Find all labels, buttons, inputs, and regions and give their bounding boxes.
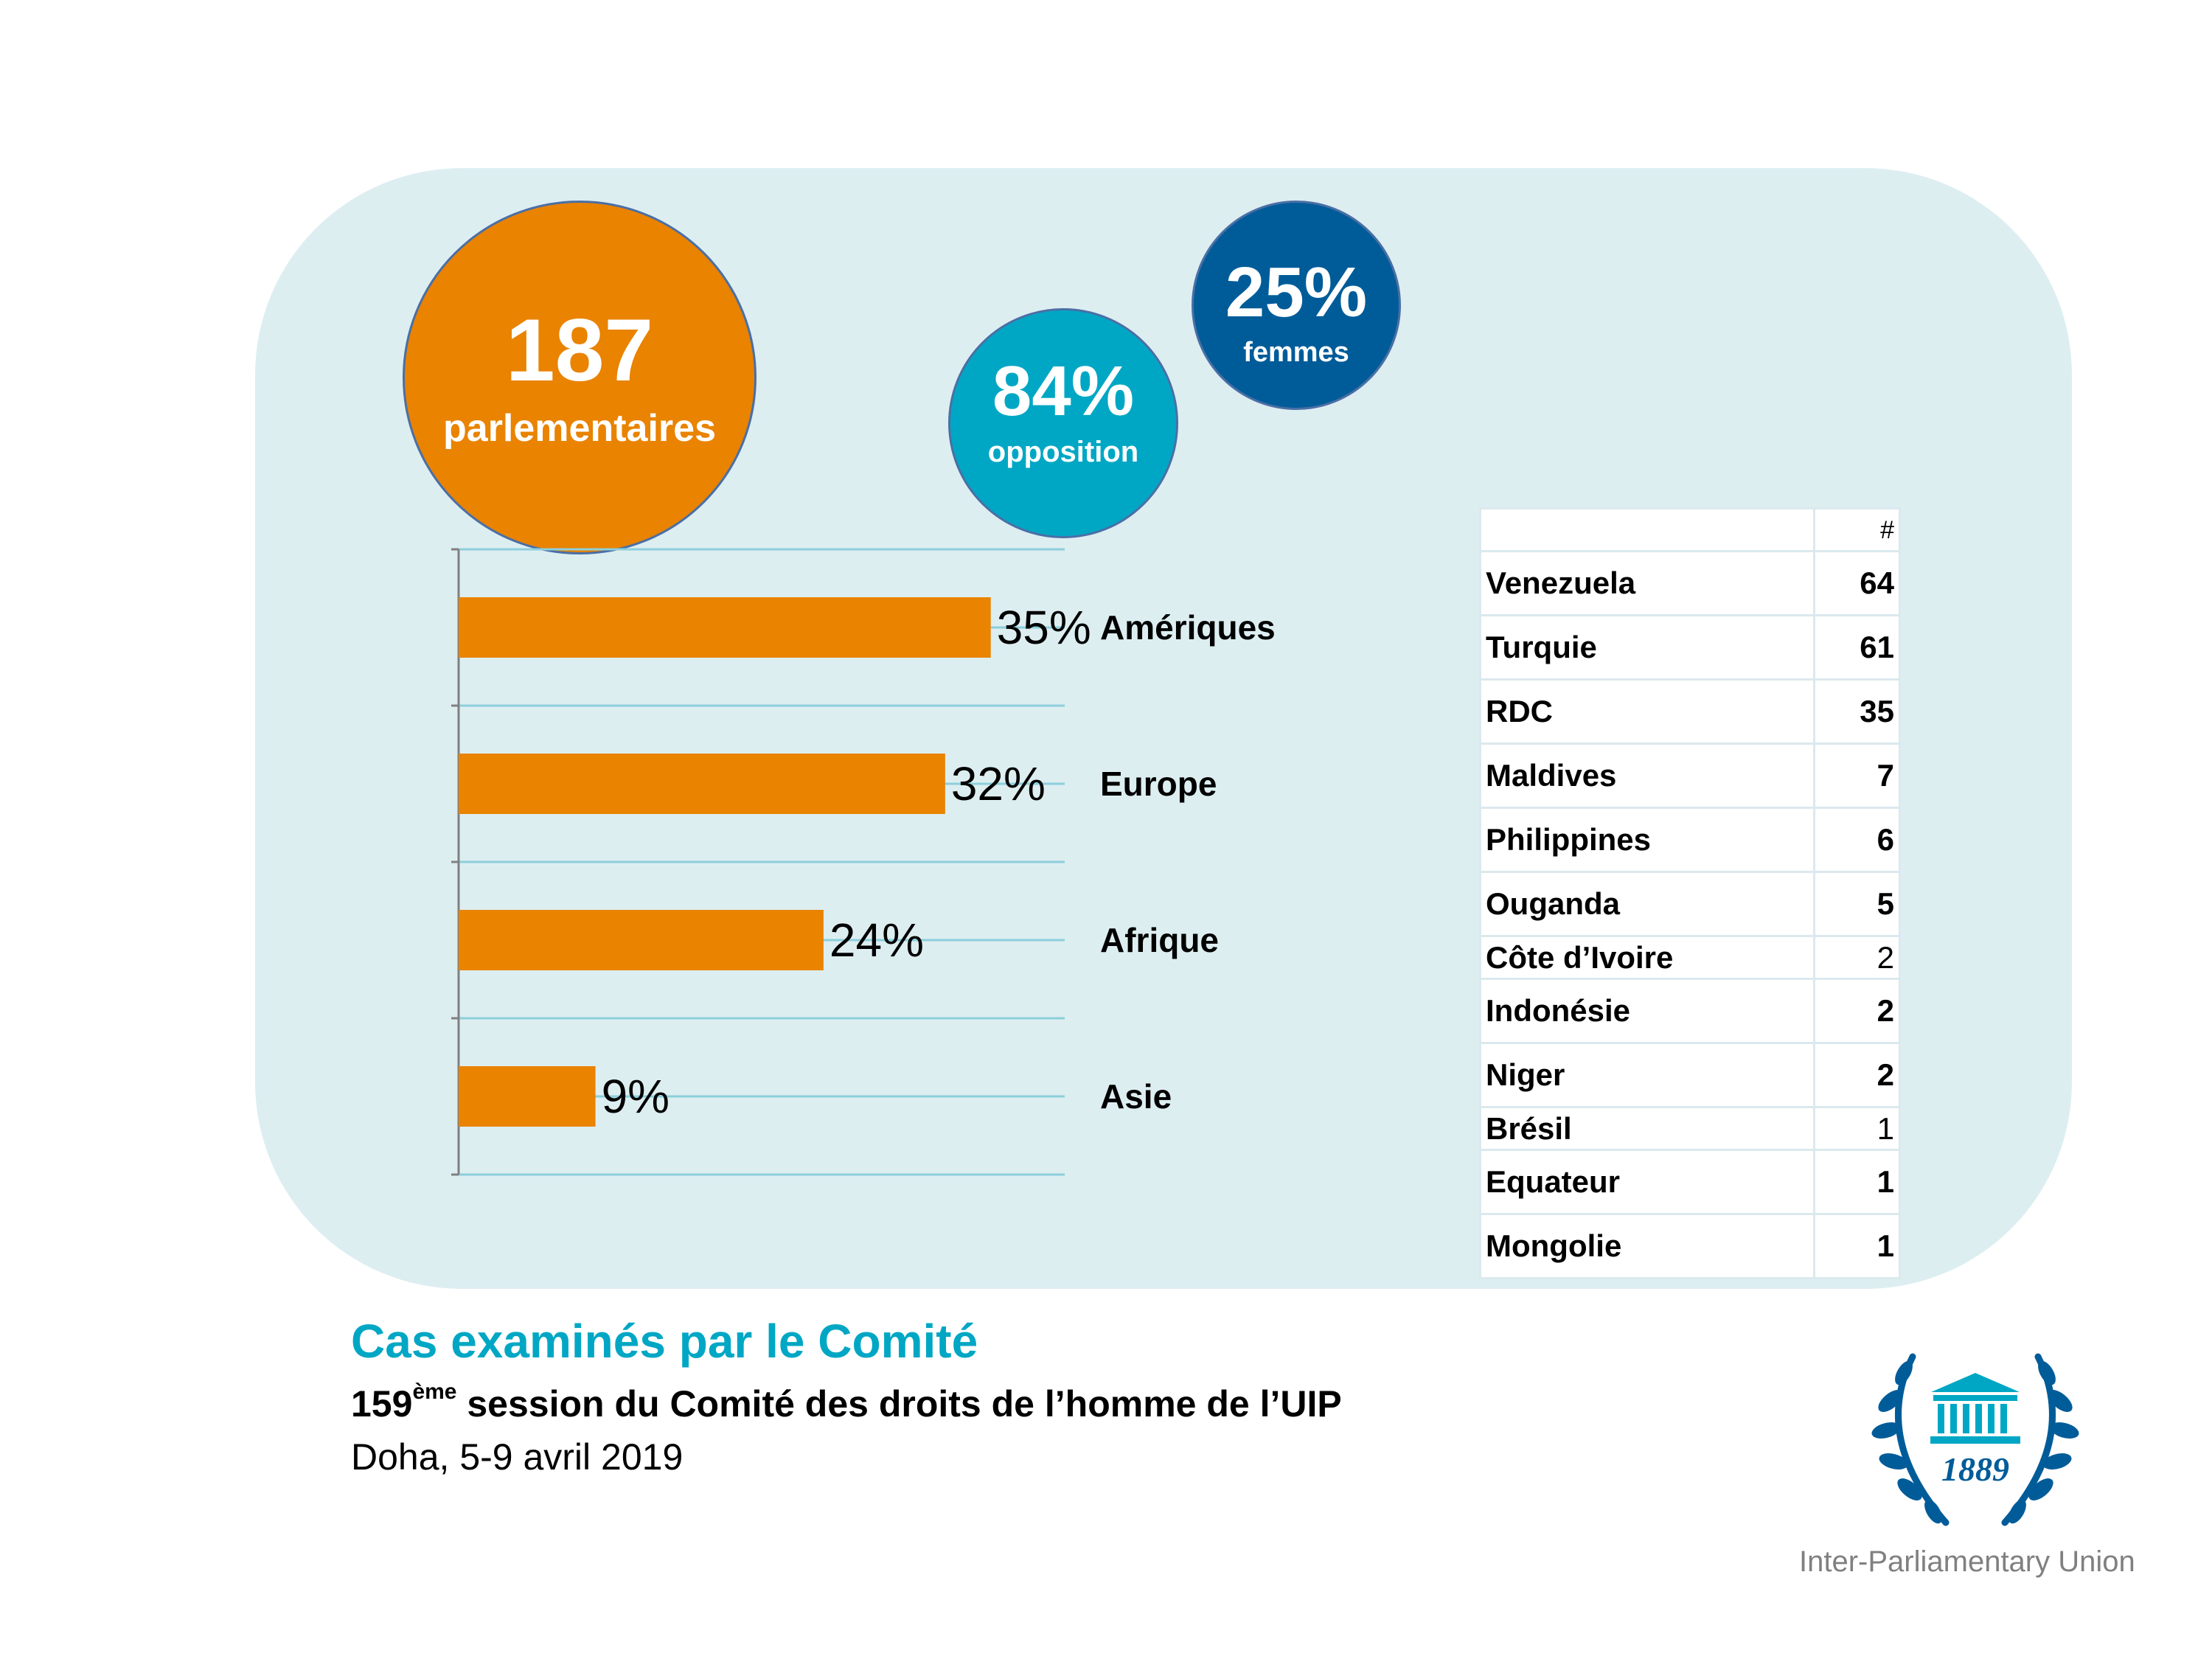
logo-year: 1889 bbox=[1941, 1450, 2009, 1488]
table-row: Indonésie 2 bbox=[1479, 978, 1901, 1044]
footer-title: Cas examinés par le Comité bbox=[351, 1315, 978, 1368]
table-row: Turquie 61 bbox=[1479, 614, 1901, 681]
country-name-cell: Venezuela bbox=[1479, 550, 1815, 616]
country-name-cell: Indonésie bbox=[1479, 978, 1815, 1044]
women-label: femmes bbox=[1243, 337, 1349, 368]
table-row: Equateur 1 bbox=[1479, 1149, 1901, 1215]
table-row: Philippines 6 bbox=[1479, 807, 1901, 873]
header-count-cell: # bbox=[1813, 507, 1901, 552]
country-name-cell: Côte d’Ivoire bbox=[1479, 935, 1815, 980]
footer-place-date: Doha, 5-9 avril 2019 bbox=[351, 1436, 684, 1478]
organization-name: Inter-Parliamentary Union bbox=[1799, 1545, 2135, 1578]
total-parliamentarians-bubble: 187 parlementaires bbox=[403, 201, 757, 554]
table-row: RDC 35 bbox=[1479, 678, 1901, 745]
table-row: Brésil 1 bbox=[1479, 1106, 1901, 1151]
table-row: Venezuela 64 bbox=[1479, 550, 1901, 616]
country-count-cell: 6 bbox=[1813, 807, 1901, 873]
table-row: Niger 2 bbox=[1479, 1042, 1901, 1108]
session-ordinal: ème bbox=[412, 1380, 457, 1405]
country-count-cell: 64 bbox=[1813, 550, 1901, 616]
opposition-bubble: 84% opposition bbox=[948, 308, 1178, 538]
country-cases-table: # Venezuela 64 Turquie 61 RDC 35 Maldives 7 Phili… bbox=[1479, 507, 1901, 1279]
country-count-cell: 2 bbox=[1813, 935, 1901, 980]
country-count-cell: 2 bbox=[1813, 1042, 1901, 1108]
women-value: 25% bbox=[1225, 253, 1368, 332]
country-name-cell: RDC bbox=[1479, 678, 1815, 745]
country-count-cell: 61 bbox=[1813, 614, 1901, 681]
opposition-label: opposition bbox=[987, 436, 1139, 468]
country-count-cell: 1 bbox=[1813, 1213, 1901, 1279]
country-count-cell: 2 bbox=[1813, 978, 1901, 1044]
table-row: Côte d’Ivoire 2 bbox=[1479, 935, 1901, 980]
country-name-cell: Maldives bbox=[1479, 742, 1815, 809]
opposition-value: 84% bbox=[992, 352, 1135, 431]
table-row: Maldives 7 bbox=[1479, 742, 1901, 809]
country-name-cell: Mongolie bbox=[1479, 1213, 1815, 1279]
country-name-cell: Turquie bbox=[1479, 614, 1815, 681]
country-name-cell: Ouganda bbox=[1479, 871, 1815, 937]
table-row: Ouganda 5 bbox=[1479, 871, 1901, 937]
table-header-row: # bbox=[1479, 507, 1901, 552]
country-count-cell: 7 bbox=[1813, 742, 1901, 809]
country-count-cell: 35 bbox=[1813, 678, 1901, 745]
header-country-cell bbox=[1479, 507, 1815, 552]
country-count-cell: 5 bbox=[1813, 871, 1901, 937]
session-text: session du Comité des droits de l’homme … bbox=[456, 1383, 1342, 1425]
women-bubble: 25% femmes bbox=[1192, 201, 1401, 410]
footer-session: 159ème session du Comité des droits de l… bbox=[351, 1380, 1342, 1425]
total-label: parlementaires bbox=[443, 407, 716, 450]
table-row: Mongolie 1 bbox=[1479, 1213, 1901, 1279]
country-count-cell: 1 bbox=[1813, 1106, 1901, 1151]
session-number: 159 bbox=[351, 1383, 413, 1425]
total-value: 187 bbox=[505, 301, 654, 400]
parliament-laurel-icon: 1889 bbox=[1871, 1353, 2079, 1526]
country-name-cell: Brésil bbox=[1479, 1106, 1815, 1151]
country-count-cell: 1 bbox=[1813, 1149, 1901, 1215]
country-name-cell: Philippines bbox=[1479, 807, 1815, 873]
country-name-cell: Niger bbox=[1479, 1042, 1815, 1108]
country-name-cell: Equateur bbox=[1479, 1149, 1815, 1215]
